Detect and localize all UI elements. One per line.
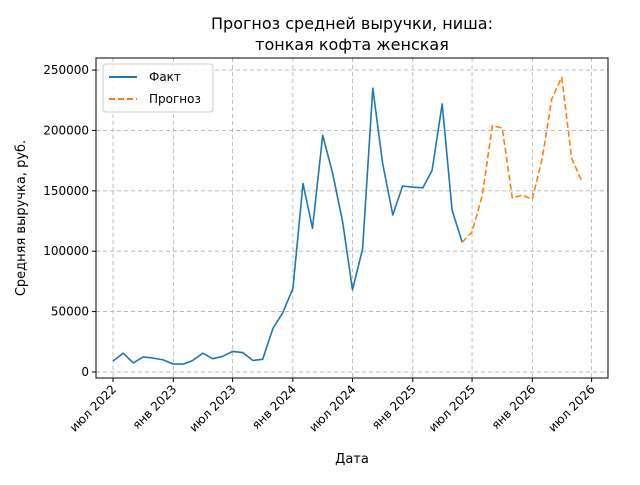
grid-layer xyxy=(96,58,608,378)
chart-title-line-2: тонкая кофта женская xyxy=(255,35,449,54)
legend-label-fact: Факт xyxy=(149,70,181,84)
series-layer xyxy=(112,76,583,365)
y-tick-label: 150000 xyxy=(43,184,89,198)
x-axis-label: Дата xyxy=(335,452,369,467)
series-line-fact xyxy=(112,87,463,365)
y-tick-label: 100000 xyxy=(43,244,89,258)
y-tick-label: 250000 xyxy=(43,63,89,77)
series-line-forecast xyxy=(461,76,583,243)
y-tick-label: 200000 xyxy=(43,123,89,137)
legend: Факт Прогноз xyxy=(102,63,214,113)
y-tick-label: 0 xyxy=(81,365,89,379)
y-tick-label: 50000 xyxy=(51,305,89,319)
legend-label-forecast: Прогноз xyxy=(149,92,201,106)
y-axis-label: Средняя выручка, руб. xyxy=(14,140,29,296)
chart-title-line-1: Прогноз средней выручки, ниша: xyxy=(211,14,493,33)
